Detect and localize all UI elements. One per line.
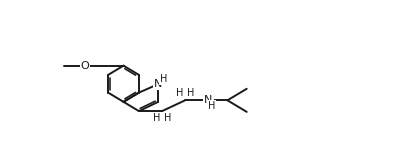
Text: H: H bbox=[208, 101, 215, 111]
Text: O: O bbox=[81, 61, 89, 71]
Text: H: H bbox=[160, 74, 167, 84]
Text: N: N bbox=[154, 79, 162, 89]
Text: H: H bbox=[153, 113, 160, 123]
Text: H: H bbox=[187, 88, 194, 98]
Text: H: H bbox=[164, 113, 171, 123]
Text: H: H bbox=[176, 88, 183, 98]
Text: N: N bbox=[204, 95, 213, 105]
